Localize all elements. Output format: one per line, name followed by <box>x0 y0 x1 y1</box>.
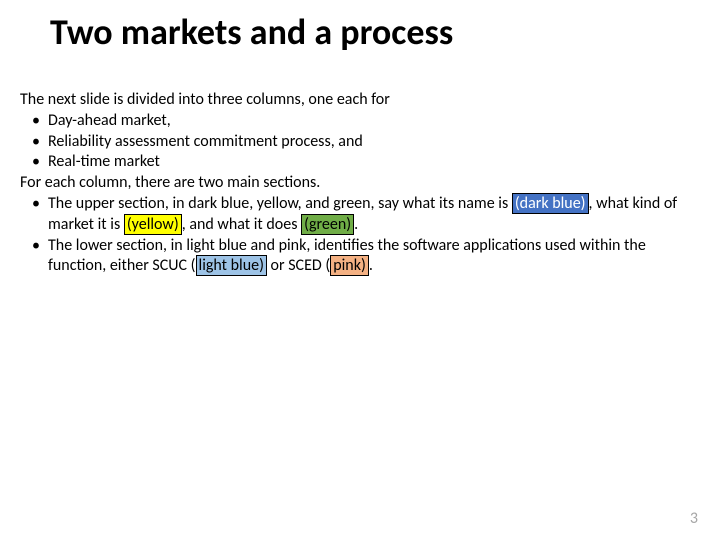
list-item-upper: The upper section, in dark blue, yellow,… <box>20 194 700 236</box>
highlight-lightblue: light blue) <box>196 255 267 276</box>
mid-text: For each column, there are two main sect… <box>20 173 700 194</box>
highlight-yellow: (yellow) <box>124 214 182 235</box>
list-item-lower: The lower section, in light blue and pin… <box>20 236 700 278</box>
intro-text: The next slide is divided into three col… <box>20 90 700 111</box>
highlight-pink: pink) <box>330 255 369 276</box>
text-run: The upper section, in dark blue, yellow,… <box>48 194 512 213</box>
list-item: Reliability assessment commitment proces… <box>20 132 700 153</box>
text-run: . <box>354 215 358 234</box>
bullet-list-1: Day-ahead market, Reliability assessment… <box>20 111 700 173</box>
slide-body: The next slide is divided into three col… <box>20 90 700 277</box>
bullet-list-2: The upper section, in dark blue, yellow,… <box>20 194 700 277</box>
text-run: , and what it does <box>182 215 301 234</box>
text-run: or SCED ( <box>267 256 330 275</box>
highlight-green: (green) <box>301 214 354 235</box>
page-number: 3 <box>690 509 698 528</box>
text-run: . <box>369 256 373 275</box>
list-item: Real-time market <box>20 152 700 173</box>
list-item: Day-ahead market, <box>20 111 700 132</box>
highlight-darkblue: (dark blue) <box>512 193 589 214</box>
slide-title: Two markets and a process <box>50 10 453 54</box>
